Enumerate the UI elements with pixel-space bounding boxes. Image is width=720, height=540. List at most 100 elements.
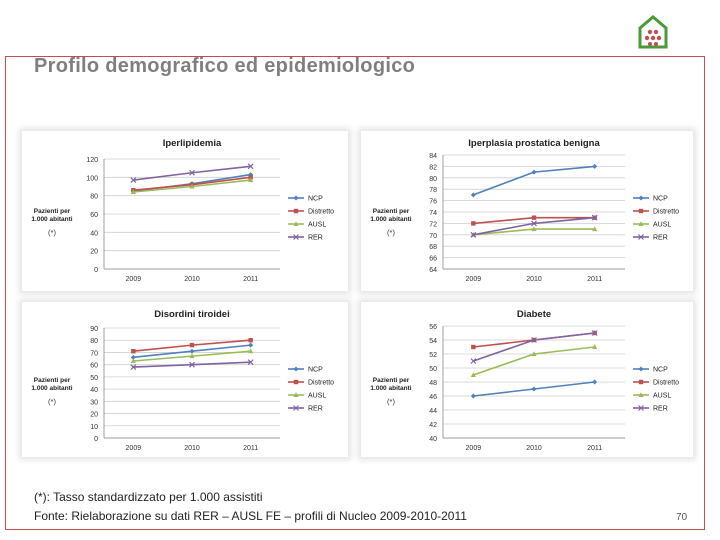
data-point-ausl (531, 226, 537, 232)
legend-marker-ncp (638, 195, 644, 201)
legend-label-rer: RER (308, 235, 323, 242)
data-point-distretto (531, 215, 537, 220)
y-tick-label: 10 (90, 424, 98, 431)
legend-label-distretto: Distretto (653, 209, 679, 216)
legend-label-distretto: Distretto (308, 209, 334, 216)
data-point-ncp (592, 163, 598, 169)
house-logo-icon (638, 15, 668, 49)
y-tick-label: 68 (429, 244, 437, 251)
y-tick-label: 20 (90, 249, 98, 256)
y-tick-label: 50 (90, 375, 98, 382)
chart-panel-disordini-tiroidei: Disordini tiroidei 0 10 20 30 40 50 60 70 80 90 200… (22, 302, 348, 457)
data-point-rer (591, 330, 598, 336)
legend-marker-ausl (638, 221, 644, 226)
series-line-rer (473, 332, 595, 362)
x-tick-label: 2009 (126, 445, 142, 452)
y-axis-label: 1.000 abitanti (31, 216, 72, 223)
chart-diabete: Diabete 40 42 44 46 48 50 52 54 56 2009 2010 2011 Paz… (370, 309, 679, 452)
legend-marker-rer (638, 234, 644, 240)
y-tick-label: 70 (90, 350, 98, 357)
slide-frame (5, 56, 705, 530)
legend-marker-rer (293, 234, 299, 240)
legend-label-ausl: AUSL (308, 393, 326, 400)
y-tick-label: 42 (429, 422, 437, 429)
data-point-ncp (248, 342, 254, 348)
y-tick-label: 48 (429, 380, 437, 387)
data-point-ausl (592, 344, 598, 349)
data-point-rer (531, 337, 537, 343)
y-tick-label: 66 (429, 256, 437, 263)
data-point-rer (247, 163, 254, 170)
data-point-rer (591, 214, 598, 221)
data-point-ausl (189, 353, 195, 359)
data-point-ausl (130, 189, 136, 194)
legend-label-rer: RER (308, 406, 323, 413)
legend-marker-rer (638, 405, 644, 411)
y-axis-label: 1.000 abitanti (370, 385, 411, 392)
y-tick-label: 100 (86, 175, 98, 182)
y-tick-label: 40 (90, 387, 98, 394)
data-point-ausl (470, 372, 476, 377)
y-tick-label: 54 (429, 338, 437, 345)
x-tick-label: 2011 (243, 276, 258, 283)
legend-label-ncp: NCP (308, 367, 323, 374)
x-tick-label: 2009 (126, 276, 142, 283)
x-tick-label: 2009 (466, 276, 482, 283)
y-tick-label: 56 (429, 324, 437, 331)
y-axis-label: 1.000 abitanti (370, 216, 411, 223)
chart-title: Iperlipidemia (163, 138, 222, 149)
y-tick-label: 40 (90, 230, 98, 237)
x-tick-label: 2009 (466, 445, 482, 452)
legend-marker-ausl (293, 221, 299, 226)
x-tick-label: 2010 (184, 276, 200, 283)
y-axis-label: 1.000 abitanti (31, 385, 72, 392)
data-point-ausl (130, 358, 136, 363)
y-tick-label: 80 (429, 176, 437, 183)
legend-marker-rer (293, 405, 299, 411)
data-point-distretto (471, 344, 476, 350)
data-point-rer (189, 169, 195, 176)
y-tick-label: 46 (429, 394, 437, 401)
legend-label-rer: RER (653, 235, 668, 242)
data-point-ncp (531, 169, 537, 175)
data-point-ausl (189, 183, 195, 189)
y-axis-label: Pazienti per (34, 377, 71, 384)
legend-label-ausl: AUSL (308, 222, 326, 229)
y-tick-label: 90 (90, 326, 98, 333)
legend-label-ncp: NCP (653, 196, 668, 203)
y-axis-note: (*) (387, 228, 395, 237)
y-tick-label: 84 (429, 153, 437, 160)
data-point-ncp (130, 354, 136, 360)
page-title: Profilo demografico ed epidemiologico (34, 55, 416, 77)
chart-panel-iperplasia: Iperplasia prostatica benigna 64 66 68 70 72 7… (361, 131, 693, 291)
y-tick-label: 50 (429, 366, 437, 373)
y-tick-label: 78 (429, 187, 437, 194)
data-point-distretto (471, 221, 476, 226)
data-point-ncp (189, 348, 195, 354)
data-point-rer (531, 220, 537, 227)
legend-marker-ncp (293, 366, 299, 372)
data-point-ncp (592, 379, 598, 385)
y-tick-label: 72 (429, 221, 437, 228)
y-tick-label: 52 (429, 352, 437, 359)
data-point-rer (189, 361, 195, 368)
chart-iperplasia-prostatica: Iperplasia prostatica benigna 64 66 68 70 72 7… (370, 138, 679, 283)
legend-marker-distretto (638, 208, 644, 214)
y-tick-label: 40 (429, 436, 437, 443)
chart-title: Diabete (517, 309, 551, 320)
y-tick-label: 76 (429, 199, 437, 206)
legend-marker-distretto (293, 208, 299, 214)
y-tick-label: 70 (429, 233, 437, 240)
chart-title: Disordini tiroidei (154, 309, 229, 320)
data-point-ausl (248, 177, 254, 183)
legend-marker-ncp (293, 195, 299, 201)
legend-label-distretto: Distretto (653, 380, 679, 387)
legend-label-ncp: NCP (308, 196, 323, 203)
data-point-rer (470, 231, 477, 238)
y-tick-label: 20 (90, 412, 98, 419)
y-tick-label: 120 (86, 157, 98, 164)
data-point-ncp (531, 386, 537, 392)
data-point-rer (130, 364, 137, 371)
legend-marker-ncp (638, 366, 644, 372)
legend-marker-distretto (293, 379, 299, 385)
